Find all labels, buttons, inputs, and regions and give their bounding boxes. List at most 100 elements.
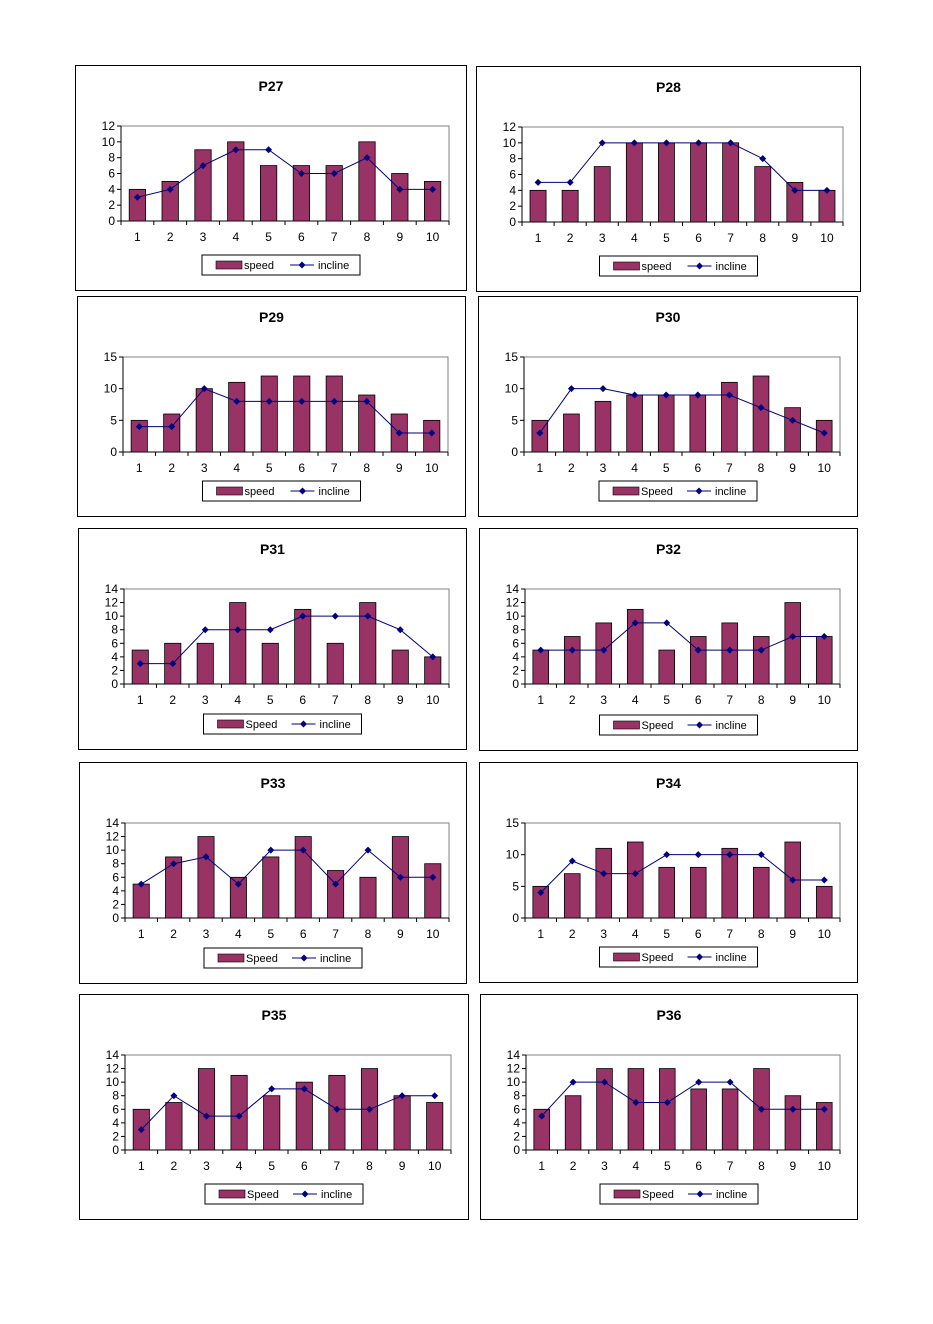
bar-speed: [259, 165, 278, 222]
bar-speed: [752, 866, 770, 919]
x-tick-label: 2: [567, 231, 574, 245]
y-tick-label: 5: [512, 879, 519, 893]
point-incline: [299, 846, 307, 854]
point-incline: [789, 633, 797, 640]
x-tick-label: 4: [232, 230, 239, 244]
point-incline: [202, 853, 210, 861]
legend-marker-incline: [301, 1190, 309, 1198]
y-tick-label: 2: [512, 663, 519, 677]
chart-panel-p30: P30 0 5 10 15 1 2 3 4 5 6 7 8 9 10 Speed incline: [478, 296, 858, 517]
legend: speed incline: [201, 254, 361, 276]
x-tick-label: 9: [792, 231, 799, 245]
y-tick-label: 4: [513, 1116, 520, 1130]
x-tick-label: 6: [695, 1159, 702, 1173]
point-incline: [366, 1105, 373, 1113]
y-tick-label: 6: [509, 168, 516, 182]
bar-speed: [658, 142, 675, 223]
x-tick-label: 2: [171, 1159, 178, 1173]
legend-swatch-speed: [613, 952, 640, 962]
point-incline: [630, 139, 638, 147]
legend-marker-incline: [696, 721, 703, 729]
point-incline: [137, 880, 145, 888]
bar-speed: [721, 1088, 739, 1151]
x-tick-label: 2: [568, 461, 575, 475]
x-tick-label: 4: [235, 927, 242, 941]
x-tick-label: 10: [818, 693, 832, 707]
point-incline: [265, 146, 273, 154]
x-tick-label: 10: [426, 693, 440, 707]
y-tick-label: 4: [512, 650, 519, 664]
point-incline: [166, 185, 174, 193]
bar-speed: [561, 189, 579, 223]
legend: Speed incline: [599, 946, 758, 968]
y-tick-label: 15: [506, 816, 520, 830]
x-tick-label: 5: [663, 231, 670, 245]
point-incline: [297, 170, 305, 177]
point-incline: [266, 626, 274, 634]
x-tick-label: 10: [426, 230, 440, 244]
point-incline: [268, 1085, 276, 1093]
bar-speed: [326, 642, 344, 685]
bar-speed: [391, 173, 409, 222]
x-tick-label: 9: [396, 461, 403, 475]
y-tick-label: 8: [512, 623, 519, 637]
point-incline: [569, 1078, 577, 1086]
point-incline: [726, 646, 734, 654]
x-tick-label: 4: [234, 693, 241, 707]
legend-swatch-speed: [613, 1189, 641, 1199]
bar-speed: [161, 181, 179, 222]
x-tick-label: 1: [134, 230, 141, 244]
point-incline: [662, 391, 670, 399]
point-incline: [725, 391, 733, 399]
point-incline: [396, 626, 404, 634]
legend-label-incline: incline: [320, 719, 351, 731]
line-incline: [540, 854, 825, 894]
y-tick-label: 10: [505, 382, 519, 396]
y-tick-label: 14: [506, 582, 520, 596]
y-tick-label: 0: [513, 1143, 520, 1157]
point-incline: [726, 851, 734, 859]
point-incline: [429, 873, 437, 881]
chart-panel-p31: P31 0 2 4 6 8 10 12 14 1 2 3 4 5 6 7 8 9 10 Speed incline: [78, 528, 467, 750]
x-tick-label: 5: [265, 230, 272, 244]
legend-swatch-speed: [613, 720, 640, 730]
point-incline: [820, 633, 828, 640]
x-tick-label: 2: [167, 230, 174, 244]
legend-label-speed: Speed: [642, 1189, 674, 1201]
y-tick-label: 10: [105, 609, 119, 623]
chart-panel-p29: P29 0 5 10 15 1 2 3 4 5 6 7 8 9 10 speed incline: [77, 296, 466, 517]
point-incline: [600, 870, 608, 878]
y-tick-label: 12: [507, 1062, 521, 1076]
legend-box: [598, 480, 758, 502]
x-tick-label: 4: [632, 693, 639, 707]
point-incline: [431, 1092, 439, 1100]
point-incline: [820, 876, 828, 884]
bar-speed: [754, 166, 772, 223]
legend-swatch-speed: [612, 486, 640, 496]
point-incline: [330, 170, 338, 177]
point-incline: [759, 155, 767, 163]
x-tick-label: 8: [363, 461, 370, 475]
point-incline: [537, 646, 545, 654]
y-tick-label: 6: [111, 636, 118, 650]
chart-panel-p32: P32 0 2 4 6 8 10 12 14 1 2 3 4 5 6 7 8 9 10 Speed incline: [479, 528, 858, 751]
legend-label-incline: incline: [715, 486, 746, 498]
legend-swatch-speed: [613, 261, 640, 271]
y-tick-label: 14: [106, 816, 120, 830]
bar-speed: [690, 1088, 707, 1151]
bar-speed: [722, 142, 740, 223]
x-tick-label: 7: [332, 927, 339, 941]
x-tick-label: 3: [201, 461, 208, 475]
x-tick-label: 8: [758, 1159, 765, 1173]
x-tick-label: 6: [695, 927, 702, 941]
x-tick-label: 10: [425, 461, 439, 475]
x-tick-label: 3: [600, 461, 607, 475]
legend-swatch-speed: [215, 260, 243, 270]
y-tick-label: 6: [112, 870, 119, 884]
x-tick-label: 5: [268, 1159, 275, 1173]
x-tick-label: 2: [569, 693, 576, 707]
line-incline: [139, 388, 432, 434]
point-incline: [331, 612, 339, 620]
x-tick-label: 10: [818, 1159, 832, 1173]
